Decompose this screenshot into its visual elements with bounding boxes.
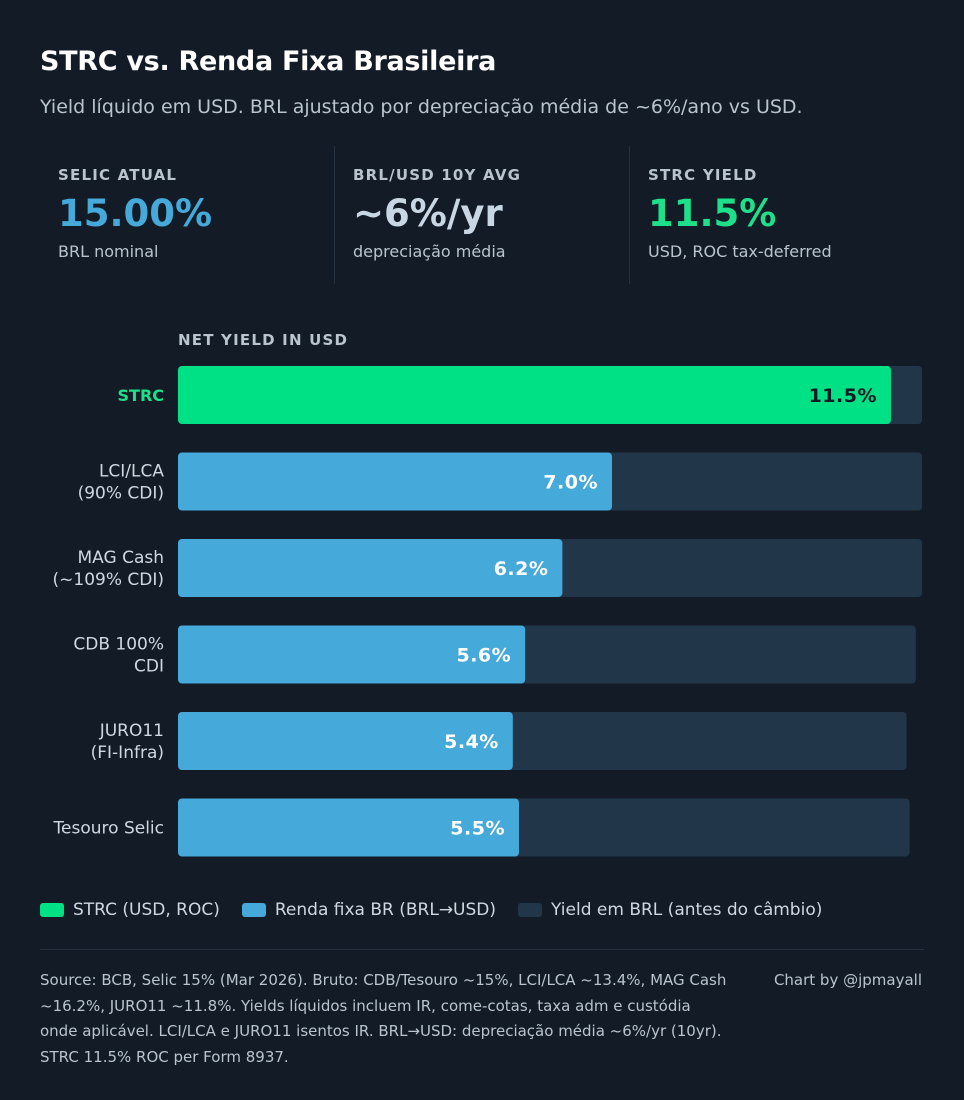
legend-item-yield-brl: Yield em BRL (antes do câmbio): [518, 900, 822, 920]
bar-net-usd: [178, 366, 891, 424]
bar-net-usd: [178, 798, 519, 857]
stat-value: 15.00%: [58, 192, 213, 235]
stats-panel: SELIC ATUAL 15.00% BRL nominal BRL/USD 1…: [40, 146, 924, 284]
bar-net-usd: [178, 539, 563, 597]
bar-chart: 11.5% STRC 7.0% LCI/LCA(90% CDI) 6.2% MAG Cas…: [53, 366, 922, 857]
bar-value-label: 5.5%: [450, 818, 505, 840]
page-title: STRC vs. Renda Fixa Brasileira: [40, 46, 496, 77]
bar-value-label: 5.6%: [456, 645, 511, 667]
stat-selic: SELIC ATUAL 15.00% BRL nominal: [40, 146, 334, 284]
bar-value-label: 11.5%: [809, 385, 877, 407]
legend: STRC (USD, ROC) Renda fixa BR (BRL→USD) …: [40, 900, 844, 920]
legend-swatch: [40, 903, 64, 917]
stat-strc-yield: STRC YIELD 11.5% USD, ROC tax-deferred: [629, 146, 924, 284]
category-label: (~109% CDI): [53, 570, 165, 590]
bar-value-label: 7.0%: [543, 472, 598, 494]
legend-item-renda-fixa: Renda fixa BR (BRL→USD): [241, 900, 497, 920]
stat-note: BRL nominal: [58, 242, 159, 261]
bar-value-label: 5.4%: [444, 731, 499, 753]
legend-label: Yield em BRL (antes do câmbio): [551, 900, 823, 920]
chart-credit: Chart by @jpmayall: [773, 971, 922, 989]
bar-net-usd: [178, 452, 612, 511]
category-label: JURO11: [99, 721, 164, 741]
stat-note: USD, ROC tax-deferred: [648, 242, 832, 261]
legend-swatch: [518, 903, 543, 917]
page-subtitle: Yield líquido em USD. BRL ajustado por d…: [40, 96, 803, 118]
legend-swatch: [241, 903, 266, 917]
stat-brl-usd: BRL/USD 10Y AVG ~6%/yr depreciação média: [334, 146, 629, 284]
category-label: Tesouro Selic: [53, 819, 164, 839]
stat-label: STRC YIELD: [648, 166, 758, 184]
category-label: CDB 100%: [73, 635, 164, 655]
category-label: (90% CDI): [78, 484, 164, 504]
stat-label: SELIC ATUAL: [58, 166, 178, 184]
source-note: Source: BCB, Selic 15% (Mar 2026). Bruto…: [40, 971, 727, 1066]
legend-label: Renda fixa BR (BRL→USD): [274, 900, 497, 920]
stat-label: BRL/USD 10Y AVG: [353, 166, 522, 184]
stat-value: 11.5%: [648, 192, 777, 235]
chart-title: NET YIELD IN USD: [178, 331, 349, 349]
bar-net-usd: [178, 625, 526, 684]
category-label: STRC: [118, 386, 165, 405]
bar-value-label: 6.2%: [494, 558, 549, 580]
legend-item-strc: STRC (USD, ROC): [40, 900, 220, 920]
footer-divider: [40, 949, 924, 950]
category-label: (FI-Infra): [91, 743, 164, 763]
category-label: CDI: [134, 657, 164, 677]
bar-net-usd: [178, 712, 513, 770]
stat-value: ~6%/yr: [353, 192, 503, 235]
legend-label: STRC (USD, ROC): [73, 900, 220, 920]
category-label: LCI/LCA: [99, 462, 164, 482]
stat-note: depreciação média: [353, 242, 506, 261]
category-label: MAG Cash: [78, 548, 165, 568]
